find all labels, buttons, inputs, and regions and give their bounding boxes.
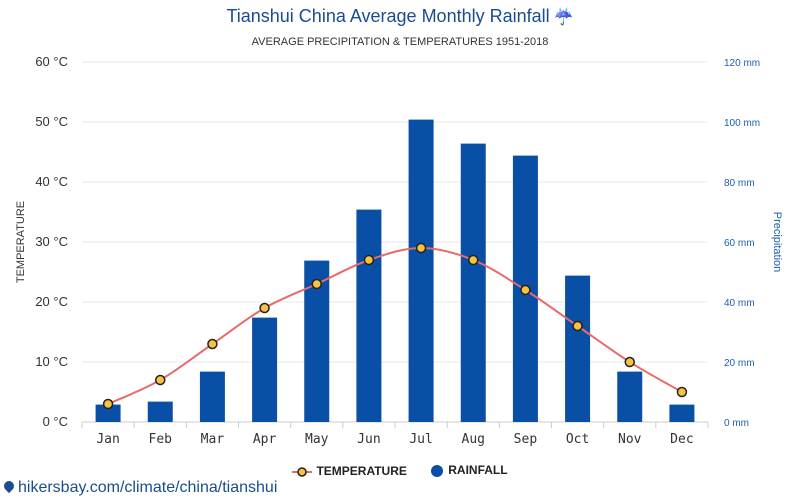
rainfall-bar[interactable] [95, 404, 121, 422]
chart-title-text: Tianshui China Average Monthly Rainfall [226, 6, 550, 26]
temperature-curve [107, 246, 683, 405]
temperature-point[interactable] [207, 338, 218, 350]
temperature-point[interactable] [259, 302, 270, 314]
grid-lines [81, 61, 709, 428]
y2-tick-label: 0 mm [724, 418, 749, 429]
temperature-point[interactable] [155, 374, 166, 386]
source-link-text: hikersbay.com/climate/china/tianshui [18, 479, 278, 496]
right-axis-label: Precipitation [771, 212, 783, 273]
source-link[interactable]: hikersbay.com/climate/china/tianshui [1, 478, 278, 497]
y-tick-label: 10 °C [35, 354, 68, 369]
y2-tick-label: 80 mm [724, 178, 755, 189]
temperature-point[interactable] [363, 254, 375, 266]
x-tick-label: Jan [96, 432, 119, 447]
x-tick-label: May [305, 432, 329, 447]
rainfall-bar[interactable] [199, 371, 225, 422]
y2-tick-label: 20 mm [724, 358, 755, 369]
x-tick-label: Jun [357, 432, 380, 447]
temperature-point[interactable] [102, 398, 114, 410]
rainfall-bar[interactable] [356, 209, 382, 422]
y2-tick-label: 100 mm [724, 118, 760, 129]
x-tick-label: Aug [462, 432, 485, 447]
rainfall-bar[interactable] [252, 317, 278, 422]
y-tick-label: 40 °C [35, 174, 68, 189]
left-axis-label: TEMPERATURE [15, 201, 27, 283]
legend-item-rainfall[interactable]: RAINFALL [430, 463, 508, 478]
y-tick-label: 0 °C [43, 414, 68, 429]
temperature-point[interactable] [572, 320, 583, 332]
legend-label-rainfall: RAINFALL [448, 463, 508, 478]
y2-tick-label: 60 mm [724, 238, 755, 249]
y-tick-label: 30 °C [35, 234, 68, 249]
umbrella-icon: ☔ [553, 9, 574, 26]
chart-title: Tianshui China Average Monthly Rainfall ☔ [0, 6, 800, 27]
legend-item-temperature[interactable]: TEMPERATURE [292, 463, 407, 478]
rainfall-temperature-chart: 0 °C 10 °C 20 °C 30 °C 40 °C 50 °C 60 °C 0 mm 2… [15, 54, 783, 447]
rainfall-bar[interactable] [565, 275, 591, 422]
x-tick-label: Dec [670, 432, 693, 447]
temperature-point[interactable] [468, 254, 479, 266]
x-tick-label: Nov [618, 432, 642, 447]
y-tick-label: 60 °C [35, 54, 68, 69]
legend-label-temperature: TEMPERATURE [316, 463, 407, 478]
rainfall-bar[interactable] [147, 401, 173, 422]
x-tick-label: Apr [253, 432, 277, 447]
temperature-point[interactable] [415, 242, 427, 254]
y-tick-label: 50 °C [35, 114, 68, 129]
temperature-point[interactable] [676, 386, 688, 398]
x-tick-label: Jul [409, 432, 432, 447]
temperature-point[interactable] [520, 284, 531, 296]
chart-legend: TEMPERATURE RAINFALL [0, 463, 800, 478]
x-tick-label: Sep [514, 432, 538, 447]
rainfall-bar[interactable] [617, 371, 643, 422]
rainfall-bars [95, 119, 695, 422]
rainfall-bar[interactable] [460, 143, 486, 422]
left-axis-ticks: 0 °C 10 °C 20 °C 30 °C 40 °C 50 °C 60 °C [35, 54, 68, 429]
temperature-legend-icon [292, 466, 313, 477]
chart-subtitle: AVERAGE PRECIPITATION & TEMPERATURES 195… [251, 36, 549, 48]
rainfall-legend-icon [431, 465, 444, 478]
y2-tick-label: 40 mm [724, 298, 755, 309]
temperature-line [102, 242, 688, 410]
y-tick-label: 20 °C [35, 294, 68, 309]
rainfall-bar[interactable] [408, 119, 434, 422]
temperature-point[interactable] [311, 278, 322, 290]
right-axis-ticks: 0 mm 20 mm 40 mm 60 mm 80 mm 100 mm 120 mm [724, 58, 760, 429]
temperature-point[interactable] [624, 356, 635, 368]
location-pin-icon [1, 478, 17, 494]
x-tick-label: Feb [149, 432, 173, 447]
x-axis-ticks: Jan Feb Mar Apr May Jun Jul Aug Sep Oct Nov Dec [96, 432, 693, 447]
rainfall-bar[interactable] [669, 404, 695, 422]
x-tick-label: Oct [566, 432, 589, 447]
y2-tick-label: 120 mm [724, 58, 760, 69]
x-tick-label: Mar [201, 432, 225, 447]
